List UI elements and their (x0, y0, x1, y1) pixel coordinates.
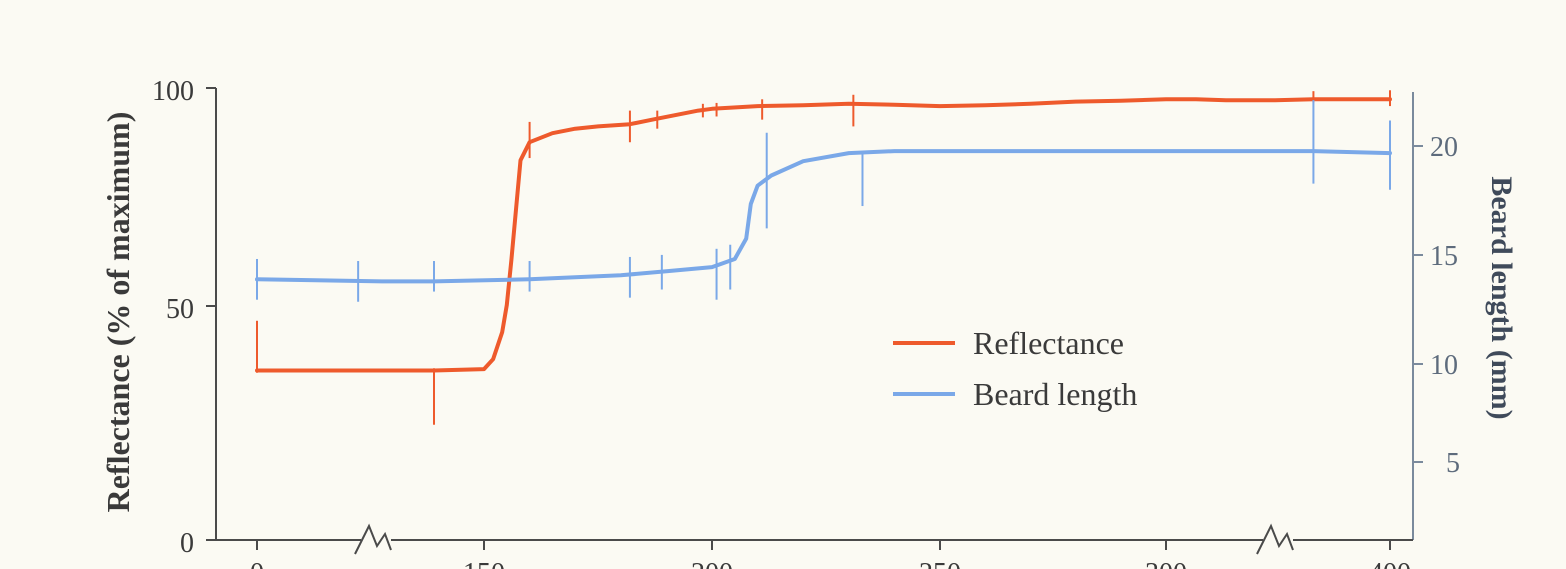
y-axis-title: Reflectance (% of maximum) (100, 112, 136, 513)
x-axis-break-mark (1256, 523, 1294, 555)
x-tick-label: 300 (1145, 558, 1187, 569)
y-tick-label: 100 (152, 76, 194, 107)
y2-tick-label: 15 (1430, 241, 1458, 272)
x-tick-label: 200 (691, 558, 733, 569)
y2-tick-label: 5 (1446, 448, 1460, 479)
y-tick-label: 50 (166, 294, 194, 325)
x-axis-break-mark (354, 523, 392, 555)
y2-axis-title: Beard length (mm) (1485, 176, 1518, 419)
series-layer (255, 90, 1392, 425)
legend-label-reflectance: Reflectance (973, 325, 1124, 361)
y2-tick-label: 20 (1430, 132, 1458, 163)
x-tick-label: 250 (919, 558, 961, 569)
legend: Reflectance Beard length (893, 325, 1137, 412)
x-tick-label: 150 (463, 558, 505, 569)
y-ticks-left: 100 50 0 (152, 76, 216, 559)
x-tick-label: 400 (1369, 558, 1411, 569)
x-axis: 0 150 200 250 300 400 (216, 523, 1413, 569)
y-ticks-right: 20 15 10 5 (1413, 132, 1460, 479)
beard-length-line (255, 149, 1392, 284)
legend-label-beard-length: Beard length (973, 376, 1137, 412)
y-tick-label: 0 (180, 528, 194, 559)
reflectance-line (255, 97, 1392, 373)
y2-tick-label: 10 (1430, 350, 1458, 381)
x-tick-label: 0 (250, 558, 264, 569)
